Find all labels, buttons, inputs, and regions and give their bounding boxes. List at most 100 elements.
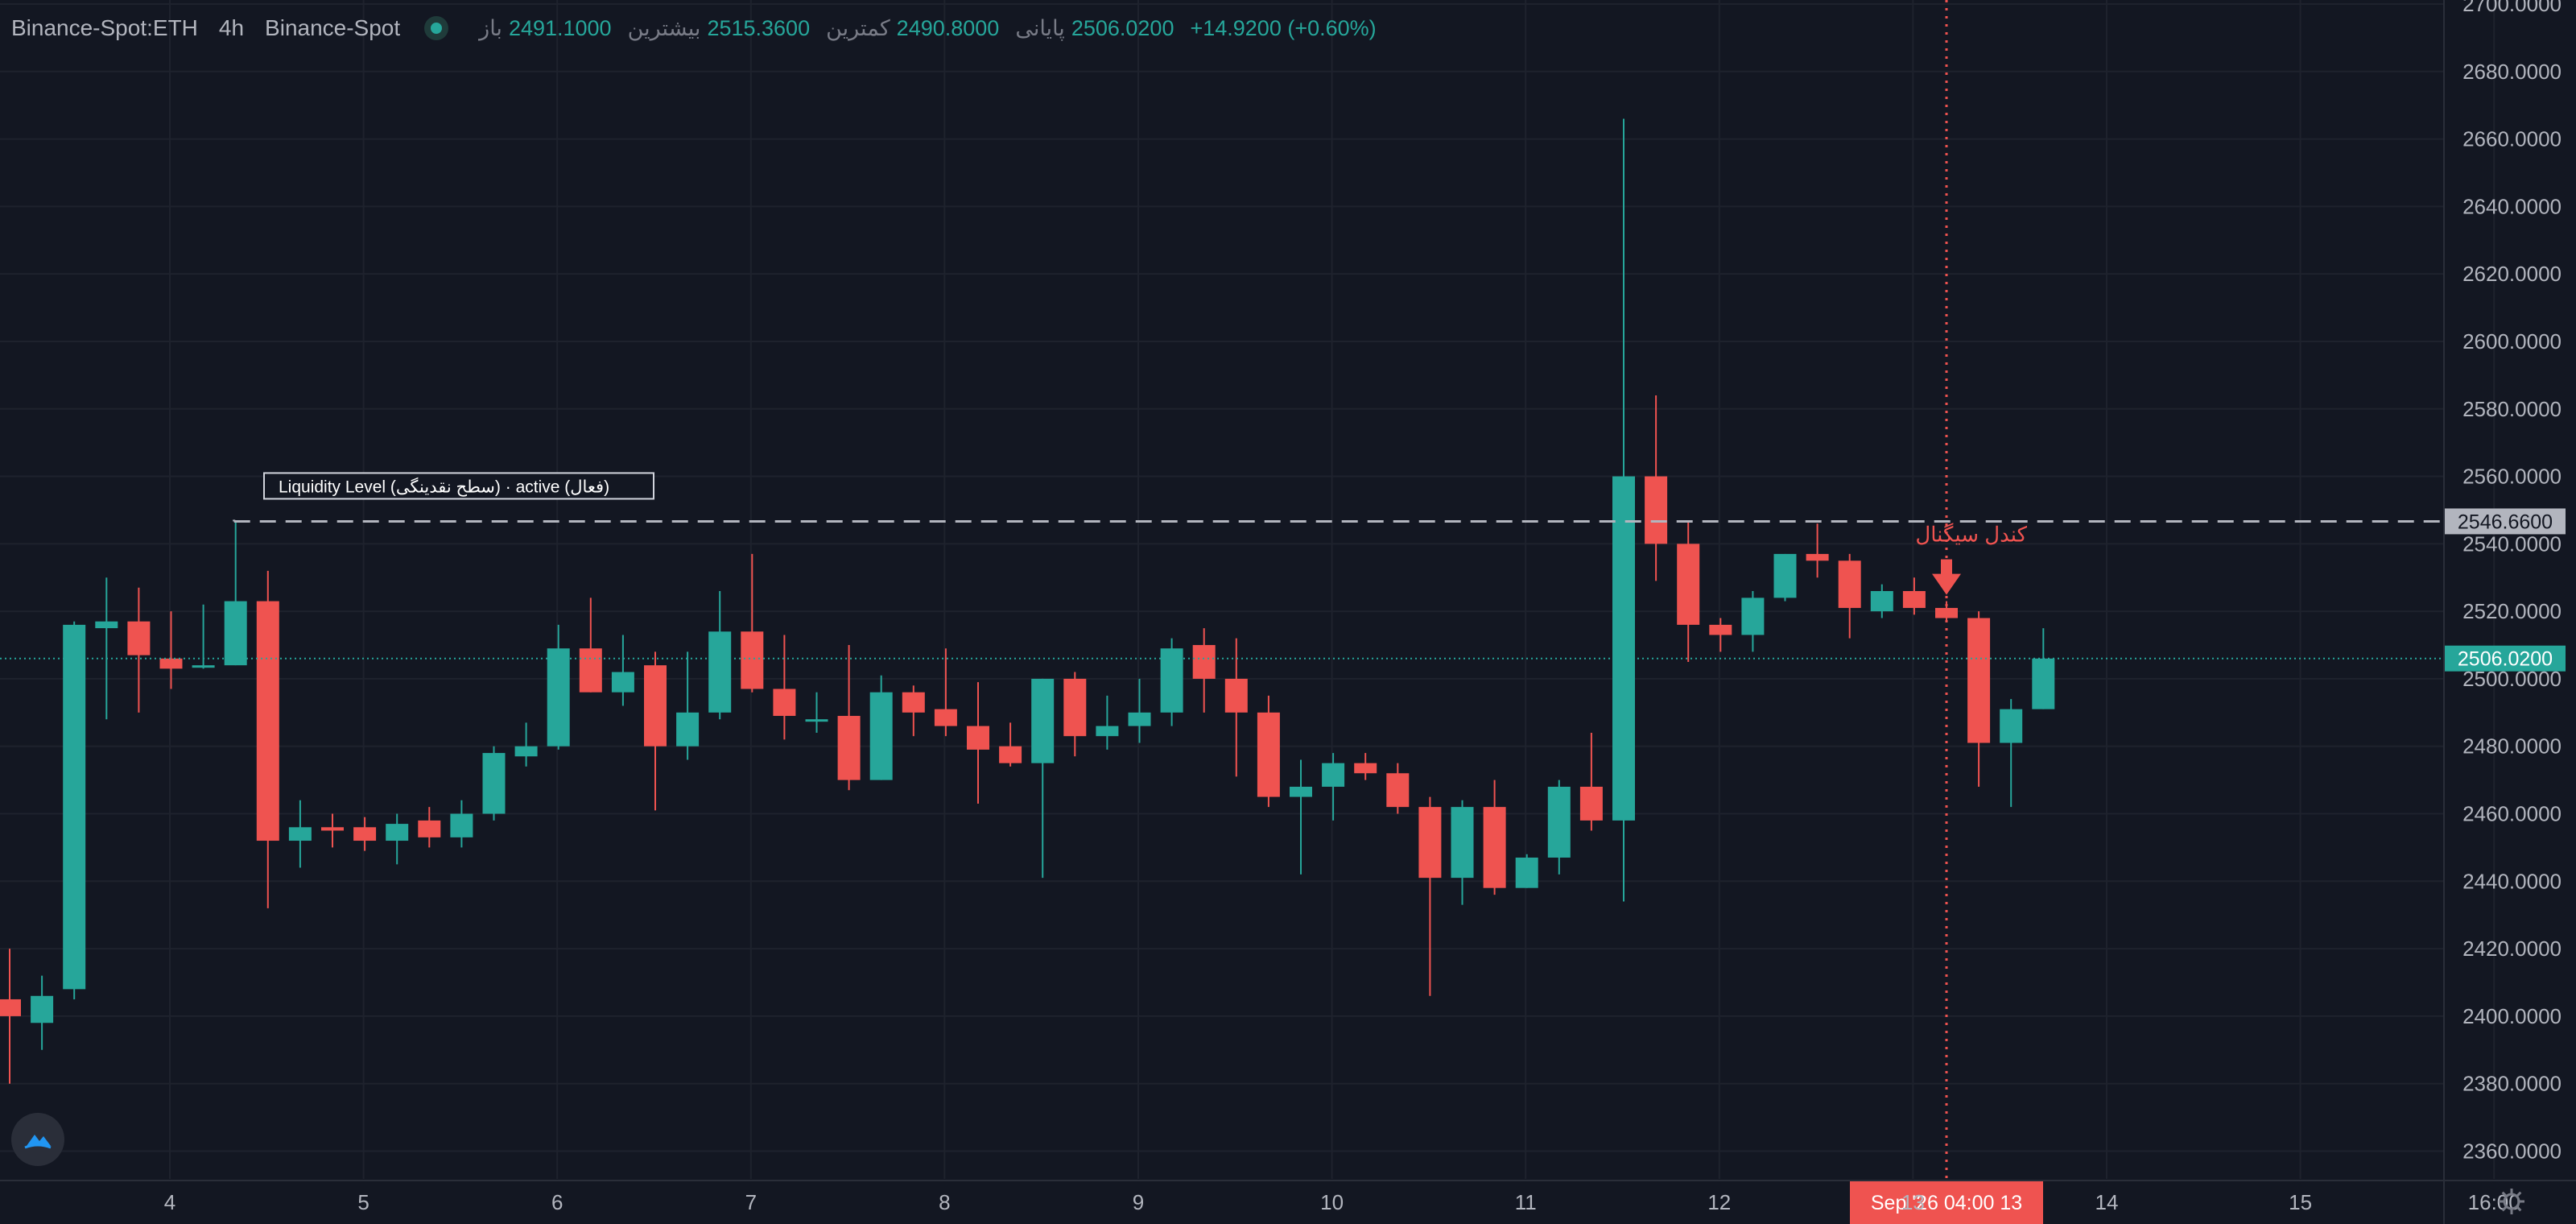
candle-body[interactable] xyxy=(224,601,247,666)
y-tick-label: 2440.0000 xyxy=(2462,869,2562,893)
y-tick-label: 2680.0000 xyxy=(2462,60,2562,84)
symbol-name[interactable]: Binance-Spot:ETH xyxy=(11,15,198,40)
timeframe-label[interactable]: 4h xyxy=(218,15,245,40)
liquidity-label-box[interactable] xyxy=(263,472,654,500)
close-label: پایانی xyxy=(1015,15,1065,40)
high-value: 2515.3600 xyxy=(707,15,811,40)
candle-body[interactable] xyxy=(1547,787,1571,858)
candle-body[interactable] xyxy=(127,621,151,655)
candle-body[interactable] xyxy=(869,692,893,780)
chart-header: Binance-Spot:ETH 4h Binance-Spot باز 249… xyxy=(0,0,1377,56)
candle-body[interactable] xyxy=(1290,787,1312,797)
y-tick-label: 2660.0000 xyxy=(2462,127,2562,151)
liquidity-price-text: 2546.6600 xyxy=(2458,511,2553,533)
candle-body[interactable] xyxy=(1967,618,1991,743)
candle-body[interactable] xyxy=(1902,591,1926,608)
y-tick-label: 2600.0000 xyxy=(2462,329,2562,354)
candle-body[interactable] xyxy=(192,665,215,668)
candle-body[interactable] xyxy=(159,658,183,669)
liquidity-label: Liquidity Level (سطح نقدینگی) · active (… xyxy=(279,477,609,497)
candle-body[interactable] xyxy=(1870,591,1893,612)
candle-body[interactable] xyxy=(31,995,54,1023)
candle-body[interactable] xyxy=(967,726,989,750)
down-arrow-icon xyxy=(1941,559,1952,576)
close-value: 2506.0200 xyxy=(1071,15,1174,40)
candle-body[interactable] xyxy=(1031,678,1055,763)
candle-body[interactable] xyxy=(514,746,538,757)
y-tick-label: 2360.0000 xyxy=(2462,1139,2562,1163)
candle-body[interactable] xyxy=(1515,857,1538,888)
candle-body[interactable] xyxy=(1645,476,1668,544)
candle-body[interactable] xyxy=(418,820,441,837)
candle-body[interactable] xyxy=(934,709,957,726)
x-tick-label: 10 xyxy=(1320,1190,1344,1214)
x-tick-label: 12 xyxy=(1707,1190,1731,1214)
candle-body[interactable] xyxy=(1677,544,1700,625)
candle-body[interactable] xyxy=(902,692,925,713)
candle-body[interactable] xyxy=(1322,763,1345,787)
change-value: +14.9200 (+0.60%) xyxy=(1190,15,1377,40)
candle-body[interactable] xyxy=(482,753,506,814)
candle-body[interactable] xyxy=(1838,560,1861,608)
y-tick-label: 2500.0000 xyxy=(2462,667,2562,691)
y-tick-label: 2620.0000 xyxy=(2462,262,2562,286)
signal-label: کندل سیگنال xyxy=(1915,523,2027,547)
y-tick-label: 2640.0000 xyxy=(2462,194,2562,218)
exchange-name: Binance-Spot xyxy=(265,15,401,40)
candle-body[interactable] xyxy=(1806,553,1829,561)
candle-body[interactable] xyxy=(321,827,344,831)
candle-body[interactable] xyxy=(644,665,667,746)
candle-body[interactable] xyxy=(579,648,602,693)
crosshair-time-tag xyxy=(1850,1181,2043,1224)
x-tick-label: 13 xyxy=(1901,1190,1925,1214)
candle-body[interactable] xyxy=(386,824,409,842)
candle-body[interactable] xyxy=(0,999,21,1016)
y-tick-label: 2520.0000 xyxy=(2462,599,2562,623)
candle-body[interactable] xyxy=(2000,709,2023,743)
candle-body[interactable] xyxy=(1128,712,1151,726)
x-tick-label: 7 xyxy=(745,1190,757,1214)
candle-body[interactable] xyxy=(805,719,828,722)
candle-body[interactable] xyxy=(256,601,279,842)
candle-body[interactable] xyxy=(837,716,861,780)
candle-body[interactable] xyxy=(1386,773,1410,808)
candle-body[interactable] xyxy=(1418,807,1442,879)
candle-body[interactable] xyxy=(611,672,634,693)
x-tick-label: 11 xyxy=(1515,1190,1537,1214)
candle-body[interactable] xyxy=(1483,807,1506,888)
candle-body[interactable] xyxy=(741,631,764,689)
candle-body[interactable] xyxy=(1451,807,1474,879)
y-tick-label: 2460.0000 xyxy=(2462,802,2562,826)
candle-body[interactable] xyxy=(353,827,377,842)
x-tick-label: 8 xyxy=(939,1190,950,1214)
candle-body[interactable] xyxy=(773,688,796,717)
candle-body[interactable] xyxy=(1192,645,1216,679)
open-value: 2491.1000 xyxy=(508,15,612,40)
candle-body[interactable] xyxy=(450,813,473,837)
candle-body[interactable] xyxy=(63,624,86,990)
candle-body[interactable] xyxy=(1354,763,1377,774)
candle-body[interactable] xyxy=(2032,658,2055,709)
y-tick-label: 2400.0000 xyxy=(2462,1004,2562,1028)
x-tick-label: 15 xyxy=(2289,1190,2312,1214)
candle-body[interactable] xyxy=(1063,678,1087,737)
candle-body[interactable] xyxy=(676,712,700,746)
candle-body[interactable] xyxy=(1579,787,1603,821)
candle-body[interactable] xyxy=(547,648,570,746)
cloud-logo-icon[interactable] xyxy=(11,1113,64,1166)
candle-body[interactable] xyxy=(288,827,312,842)
candle-body[interactable] xyxy=(999,746,1022,763)
candle-body[interactable] xyxy=(95,621,118,629)
candle-body[interactable] xyxy=(1709,624,1732,635)
candle-body[interactable] xyxy=(1224,678,1248,713)
candle-body[interactable] xyxy=(1773,553,1797,598)
candle-body[interactable] xyxy=(1257,712,1280,797)
y-tick-label: 2420.0000 xyxy=(2462,937,2562,961)
candle-body[interactable] xyxy=(708,631,732,713)
candle-body[interactable] xyxy=(1741,598,1765,635)
candle-body[interactable] xyxy=(1612,476,1635,821)
candle-body[interactable] xyxy=(1096,726,1119,737)
gear-icon[interactable] xyxy=(2496,1185,2528,1218)
